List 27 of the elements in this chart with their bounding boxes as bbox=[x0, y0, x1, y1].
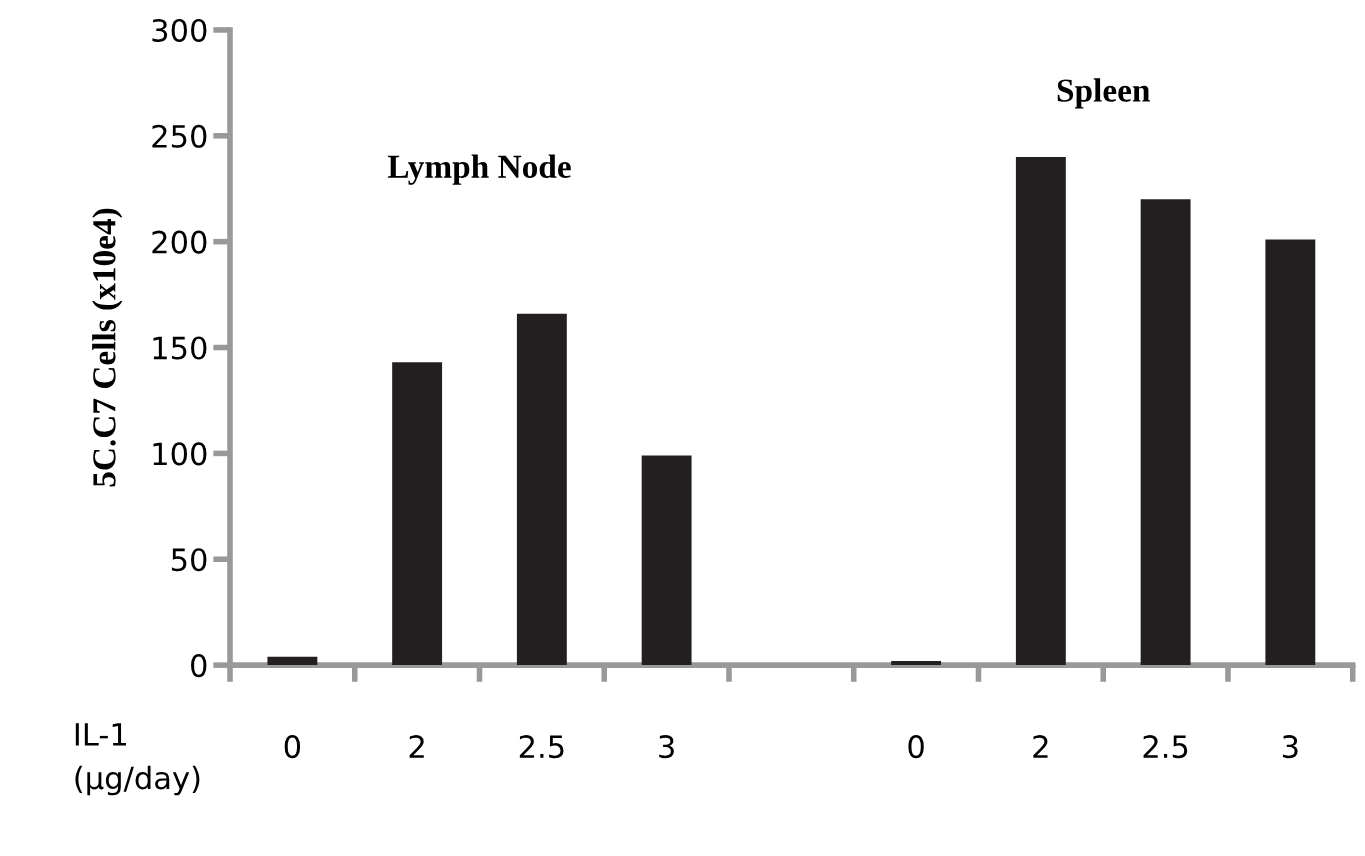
x-tick-label: 0 bbox=[908, 735, 924, 759]
x-tick-label: 3 bbox=[1282, 735, 1298, 759]
x-axis-title: IL-1 (μg/day) bbox=[75, 723, 200, 796]
bar bbox=[392, 362, 443, 666]
annotation: Spleen bbox=[1057, 78, 1150, 109]
bar bbox=[641, 455, 692, 666]
y-tick-label: 150 bbox=[153, 336, 207, 360]
x-tick-label: 0 bbox=[284, 735, 301, 759]
y-tick-label: 100 bbox=[153, 442, 207, 466]
x-tick-label: 2.5 bbox=[519, 735, 564, 759]
y-tick-label: 300 bbox=[152, 18, 207, 42]
y-tick-label: 200 bbox=[152, 230, 207, 254]
y-tick-label: 50 bbox=[171, 548, 207, 572]
y-tick-label: 250 bbox=[152, 124, 207, 148]
x-tick-label: 2 bbox=[409, 735, 424, 758]
x-tick-label: 3 bbox=[659, 735, 674, 759]
bar bbox=[267, 656, 318, 666]
bar bbox=[1140, 199, 1191, 666]
y-tick-label: 0 bbox=[191, 654, 207, 678]
y-axis-title: 5C.C7 Cells (x10e4) bbox=[92, 208, 123, 487]
annotation: Lymph Node bbox=[387, 154, 571, 185]
x-tick-label: 2.5 bbox=[1143, 735, 1188, 759]
x-tick-label: 2 bbox=[1033, 735, 1048, 758]
bar bbox=[1015, 156, 1066, 666]
bar bbox=[891, 660, 942, 666]
bar bbox=[516, 313, 567, 666]
bar bbox=[1265, 239, 1316, 666]
